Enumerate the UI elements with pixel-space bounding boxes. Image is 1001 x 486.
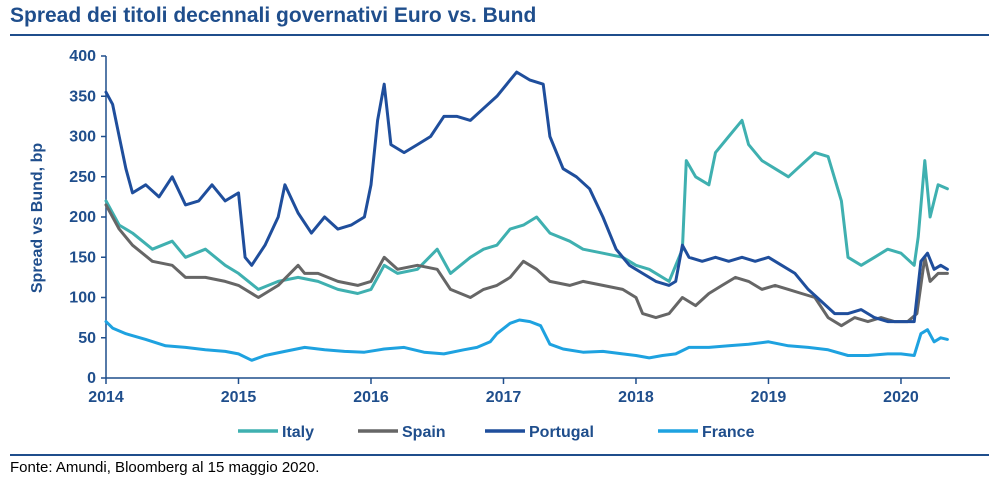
series-line-italy [104,118,949,295]
legend-item-france: France [658,424,755,441]
legend-label: Italy [282,424,314,441]
x-tick-label: 2017 [486,389,522,406]
y-tick-label: 200 [69,209,96,226]
axes: 0 50 100 150 200 250 300 350 400 2014 2015 2016 2017… [69,48,950,406]
legend-label: Portugal [529,424,594,441]
legend-item-spain: Spain [358,424,446,441]
series-layer [104,70,949,362]
legend-label: France [702,424,755,441]
source-note: Fonte: Amundi, Bloomberg al 15 maggio 20… [10,459,320,476]
y-tick-label: 150 [69,249,96,266]
series-line-france [104,318,949,362]
legend-item-italy: Italy [238,424,314,441]
series-line-spain [104,203,949,328]
chart-svg: 0 50 100 150 200 250 300 350 400 2014 2015 2016 2017… [29,48,950,441]
series-line-portugal [104,70,949,324]
x-tick-label: 2018 [618,389,654,406]
y-tick-label: 300 [69,129,96,146]
source-rule [10,454,989,456]
x-tick-label: 2019 [751,389,787,406]
y-tick-label: 400 [69,48,96,65]
y-tick-label: 350 [69,88,96,105]
y-tick-label: 0 [87,370,96,387]
y-tick-label: 250 [69,169,96,186]
x-tick-label: 2020 [883,389,919,406]
legend-label: Spain [402,424,446,441]
title-rule [10,34,989,36]
y-tick-label: 100 [69,290,96,307]
legend: Italy Spain Portugal France [238,424,755,441]
legend-item-portugal: Portugal [485,424,594,441]
x-tick-label: 2015 [221,389,257,406]
chart-title: Spread dei titoli decennali governativi … [10,4,537,27]
x-tick-label: 2014 [88,389,124,406]
y-axis-label: Spread vs Bund, bp [29,143,46,293]
y-tick-label: 50 [78,330,96,347]
x-tick-label: 2016 [353,389,389,406]
